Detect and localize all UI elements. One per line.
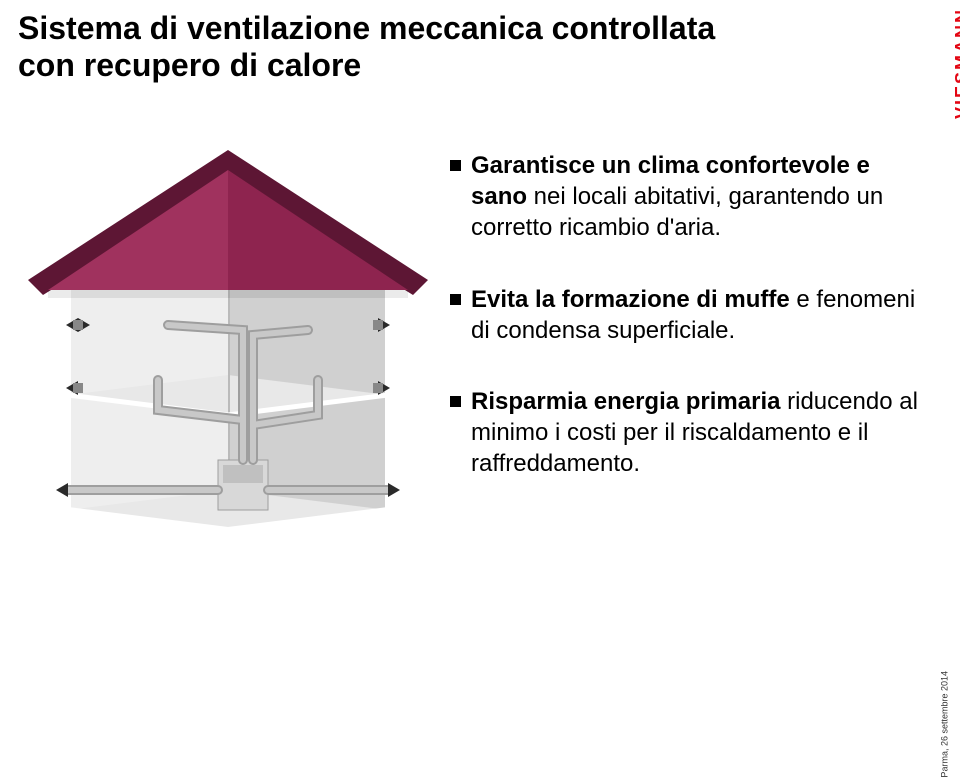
bullet-square-icon (450, 294, 461, 305)
footer-date: Parma, 26 settembre 2014 (940, 671, 950, 778)
bullet-text: Garantisce un clima confortevole e sano … (471, 150, 920, 244)
bullet-text: Evita la formazione di muffe e fenomeni … (471, 284, 920, 346)
house-illustration (18, 130, 438, 550)
bullet-list: Garantisce un clima confortevole e sano … (450, 150, 920, 520)
bullet-item: Risparmia energia primaria riducendo al … (450, 386, 920, 480)
bullet-item: Garantisce un clima confortevole e sano … (450, 150, 920, 244)
bullet-square-icon (450, 396, 461, 407)
brand-logo: VIESMANN (952, 8, 960, 119)
bullet-square-icon (450, 160, 461, 171)
roof-left (48, 170, 228, 290)
page-title: Sistema di ventilazione meccanica contro… (18, 10, 715, 84)
bullet-item: Evita la formazione di muffe e fenomeni … (450, 284, 920, 346)
title-line1: Sistema di ventilazione meccanica contro… (18, 10, 715, 46)
title-line2: con recupero di calore (18, 47, 361, 83)
bullet-text: Risparmia energia primaria riducendo al … (471, 386, 920, 480)
